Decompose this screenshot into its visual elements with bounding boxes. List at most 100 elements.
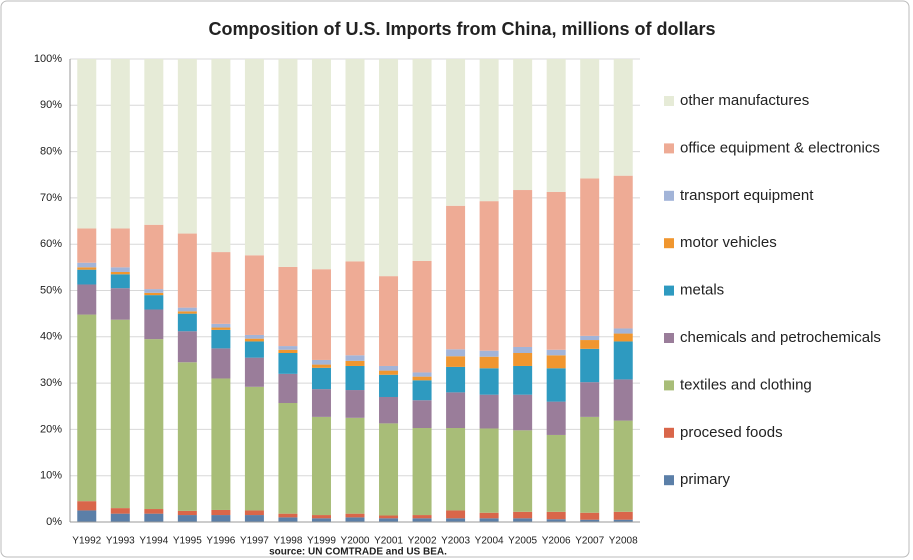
legend-label: procesed foods [680, 424, 783, 441]
legend-label: primary [680, 471, 731, 488]
bar-segment [412, 428, 432, 516]
bar-segment [446, 349, 466, 357]
bar-segment [479, 368, 499, 395]
bar-segment [244, 510, 264, 516]
bar-segment [144, 59, 164, 225]
bar-segment [211, 59, 231, 253]
legend-swatch [664, 333, 674, 343]
x-tick-label: Y1994 [139, 536, 168, 547]
bar-segment [211, 252, 231, 324]
bar-segment [446, 510, 466, 519]
x-tick-label: Y2003 [441, 536, 470, 547]
bar-segment [580, 178, 600, 336]
bar-segment [211, 323, 231, 328]
bar-segment [446, 356, 466, 367]
bar-segment [77, 262, 97, 268]
bar-segment [546, 59, 566, 192]
bar-segment [613, 59, 633, 176]
bar-segment [278, 59, 298, 267]
bar-segment [77, 267, 97, 270]
chart-title: Composition of U.S. Imports from China, … [208, 19, 715, 39]
bar-segment [546, 401, 566, 435]
bar-segment [77, 501, 97, 511]
bar-segment [211, 329, 231, 349]
legend-label: motor vehicles [680, 234, 777, 251]
legend-swatch [664, 285, 674, 296]
bar-segment [412, 380, 432, 401]
bar-segment [379, 396, 399, 424]
bar-segment [546, 434, 566, 512]
bar-segment [77, 284, 97, 315]
bar-segment [412, 376, 432, 381]
bar-segment [77, 510, 97, 522]
bar-segment [479, 428, 499, 513]
bar-segment [580, 382, 600, 417]
bar-segment [580, 335, 600, 341]
bar-segment [144, 339, 164, 510]
y-tick-label: 0% [46, 516, 62, 528]
x-tick-label: Y1995 [173, 536, 202, 547]
bar-segment [379, 423, 399, 516]
bar-segment [479, 394, 499, 429]
legend-label: other manufactures [680, 92, 809, 109]
bar-segment [110, 508, 130, 514]
y-tick-label: 90% [40, 99, 62, 111]
bar-segment [479, 512, 499, 519]
x-tick-label: Y2005 [508, 536, 537, 547]
x-tick-label: Y2004 [475, 536, 504, 547]
bar-segment [244, 357, 264, 387]
y-tick-label: 20% [40, 423, 62, 435]
bar-segment [77, 314, 97, 502]
bar-segment [244, 515, 264, 522]
bar-segment [580, 348, 600, 383]
bar-segment [513, 59, 533, 191]
bar-segment [479, 356, 499, 369]
bar-segment [580, 519, 600, 522]
bar-segment [379, 365, 399, 371]
legend-label: office equipment & electronics [680, 139, 880, 156]
bar-segment [211, 515, 231, 522]
y-tick-label: 60% [40, 238, 62, 250]
bar-segment [613, 511, 633, 520]
bar-segment [412, 515, 432, 519]
bar-segment [110, 319, 130, 509]
bar-segment [345, 261, 365, 356]
bar-segment [177, 307, 197, 312]
bar-segment [211, 509, 231, 516]
bar-segment [345, 360, 365, 366]
legend-swatch [664, 238, 674, 249]
bar-segment [144, 295, 164, 310]
bar-segment [613, 328, 633, 334]
bar-segment [110, 274, 130, 289]
bar-segment [77, 228, 97, 263]
bar-segment [446, 518, 466, 522]
y-tick-label: 80% [40, 146, 62, 158]
legend-swatch [664, 190, 674, 201]
bar-segment [613, 341, 633, 380]
bar-segment [211, 327, 231, 330]
bar-segment [110, 271, 130, 275]
bar-segment [345, 513, 365, 518]
bar-segment [513, 518, 533, 522]
bar-segment [613, 175, 633, 329]
legend-swatch [664, 143, 674, 154]
y-tick-label: 100% [34, 53, 62, 65]
legend-label: textiles and clothing [680, 376, 812, 393]
bar-segment [345, 417, 365, 514]
bar-segment [77, 59, 97, 229]
legend-swatch [664, 380, 674, 391]
x-tick-label: Y1992 [72, 536, 101, 547]
bar-segment [110, 228, 130, 268]
legend-label: chemicals and petrochemicals [680, 329, 881, 346]
bar-segment [177, 331, 197, 363]
source-note: source: UN COMTRADE and US BEA. [269, 547, 447, 558]
bar-segment [446, 428, 466, 511]
bar-segment [412, 372, 432, 377]
bar-segment [311, 416, 331, 516]
bar-segment [613, 420, 633, 512]
bar-segment [513, 190, 533, 347]
bar-segment [513, 394, 533, 431]
bar-segment [479, 59, 499, 202]
bar-segment [446, 59, 466, 206]
